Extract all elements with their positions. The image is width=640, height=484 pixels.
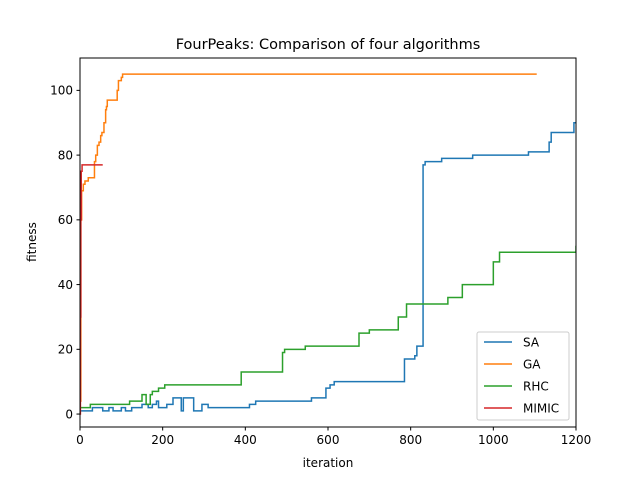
y-tick-label: 0: [65, 407, 73, 421]
chart-title: FourPeaks: Comparison of four algorithms: [176, 37, 481, 53]
x-axis-ticks: 0 200 400 600 800 1000 1200: [76, 427, 591, 447]
series-line-mimic: [80, 164, 103, 415]
y-axis-label: fitness: [25, 222, 39, 262]
x-tick-label: 1000: [478, 433, 509, 447]
legend-label-mimic: MIMIC: [523, 401, 559, 415]
x-tick-label: 400: [234, 433, 257, 447]
series-line-rhc: [80, 245, 576, 409]
legend-label-rhc: RHC: [523, 379, 549, 393]
y-tick-label: 100: [50, 84, 73, 98]
x-tick-label: 0: [76, 433, 84, 447]
x-tick-label: 800: [399, 433, 422, 447]
series-line-ga: [80, 73, 537, 402]
legend-box: [476, 331, 570, 421]
x-tick-label: 1200: [561, 433, 592, 447]
x-tick-label: 600: [317, 433, 340, 447]
y-axis-ticks: 0 20 40 60 80 100: [50, 84, 80, 421]
x-tick-label: 200: [151, 433, 174, 447]
x-axis-label: iteration: [303, 456, 354, 470]
y-tick-label: 40: [58, 278, 73, 292]
y-tick-label: 60: [58, 213, 73, 227]
legend: SA GA RHC MIMIC: [476, 331, 570, 421]
legend-label-ga: GA: [523, 357, 541, 371]
y-tick-label: 80: [58, 148, 73, 162]
legend-label-sa: SA: [523, 335, 540, 349]
series-line-sa: [80, 121, 576, 412]
y-tick-label: 20: [58, 343, 73, 357]
